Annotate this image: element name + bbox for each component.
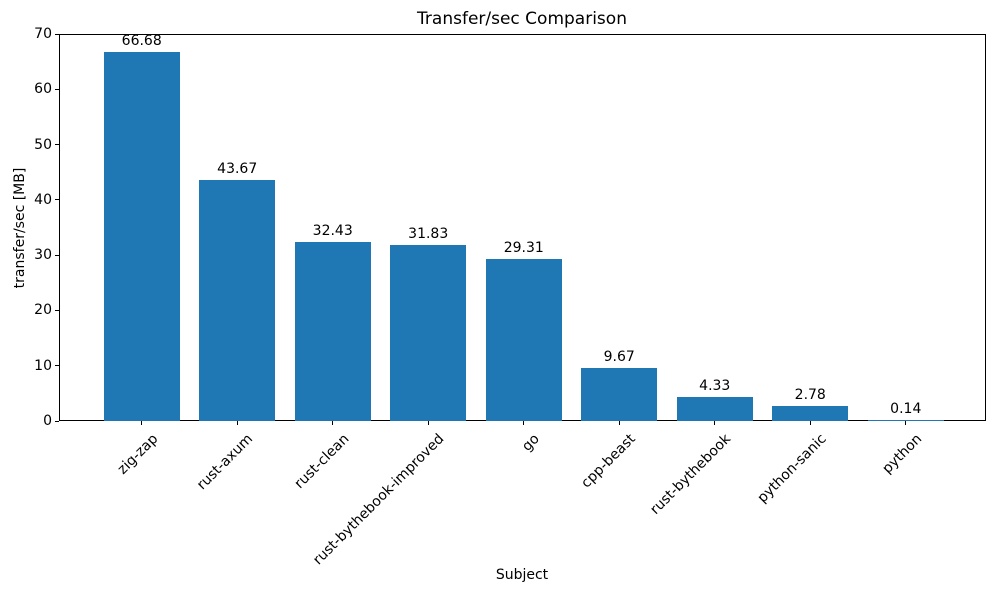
y-tick-label: 20 <box>34 302 52 319</box>
x-axis-label: Subject <box>495 567 549 583</box>
x-tick-label: python <box>879 431 926 477</box>
x-tick-mark <box>141 421 143 425</box>
x-tick-label: rust-clean <box>291 431 353 492</box>
x-tick-label: rust-bythebook-improved <box>310 431 448 569</box>
y-tick-label: 10 <box>34 357 52 374</box>
y-tick-label: 30 <box>34 247 52 264</box>
plot-area <box>59 34 986 421</box>
x-tick-label: go <box>519 431 544 455</box>
chart-title: Transfer/sec Comparison <box>417 9 627 29</box>
x-tick-label: rust-bythebook <box>647 431 735 518</box>
y-tick-label: 0 <box>43 413 52 429</box>
x-tick-label: python-sanic <box>754 431 830 507</box>
y-tick-label: 50 <box>34 136 52 153</box>
y-axis-label: transfer/sec [MB] <box>12 167 28 289</box>
x-tick-mark <box>236 421 238 425</box>
x-tick-label: cpp-beast <box>578 431 639 492</box>
x-tick-mark <box>905 421 907 425</box>
x-tick-label: rust-axum <box>194 431 257 494</box>
x-tick-mark <box>332 421 334 425</box>
y-tick-label: 70 <box>34 26 52 42</box>
x-tick-label: zig-zap <box>114 431 162 478</box>
x-tick-mark <box>618 421 620 425</box>
y-tick-label: 40 <box>34 191 52 208</box>
x-tick-mark <box>809 421 811 425</box>
x-tick-mark <box>523 421 525 425</box>
y-tick-label: 60 <box>34 81 52 98</box>
x-tick-mark <box>427 421 429 425</box>
x-tick-mark <box>714 421 716 425</box>
